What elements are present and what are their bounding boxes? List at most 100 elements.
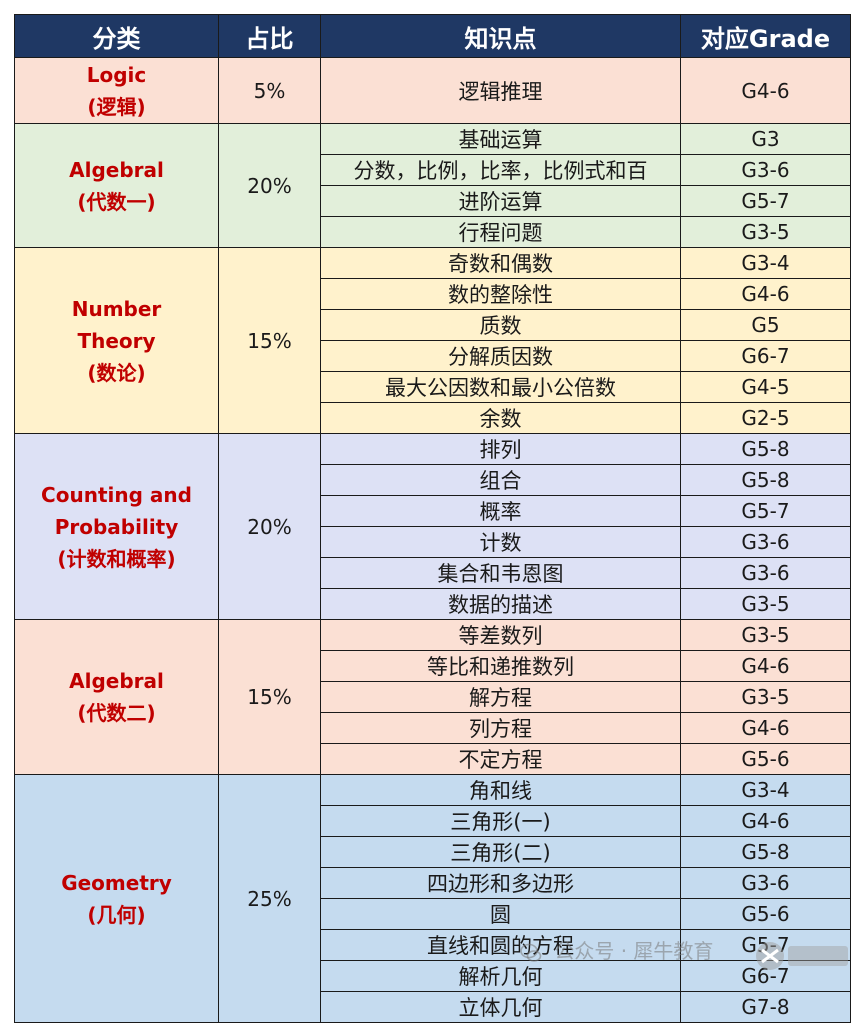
grade-cell: G4-5 <box>680 371 851 403</box>
category-name-en: Logic <box>86 62 147 87</box>
topic-cell: 行程问题 <box>320 216 681 248</box>
topic-cell: 计数 <box>320 526 681 558</box>
category-name-en-line1: Counting and <box>41 482 192 507</box>
table-row: Algebral (代数一) 20% 基础运算 G3 <box>14 123 851 248</box>
grade-cell: G5-6 <box>680 743 851 775</box>
topic-cell: 列方程 <box>320 712 681 744</box>
table-row: Geometry (几何) 25% 角和线 G3-4 <box>14 774 851 1023</box>
grade-cell: G5-7 <box>680 495 851 527</box>
category-name-cn: (代数一) <box>77 189 156 214</box>
grade-cell: G3-5 <box>680 619 851 651</box>
share-cell: 25% <box>218 774 321 1023</box>
topic-cell: 等差数列 <box>320 619 681 651</box>
topic-cell: 逻辑推理 <box>320 57 681 124</box>
category-cell-counting-probability: Counting and Probability (计数和概率) <box>14 433 219 620</box>
category-cell-number-theory: Number Theory (数论) <box>14 247 219 434</box>
header-category: 分类 <box>14 14 219 58</box>
category-name-en-line1: Number <box>71 296 162 321</box>
grade-cell: G5-8 <box>680 464 851 496</box>
share-cell: 20% <box>218 123 321 248</box>
grade-cell: G7-8 <box>680 991 851 1023</box>
table-row: 行程问题 G3-5 <box>14 216 851 248</box>
topic-cell: 圆 <box>320 898 681 930</box>
topic-cell: 排列 <box>320 433 681 465</box>
share-cell: 15% <box>218 619 321 775</box>
category-name-cn: (几何) <box>87 902 146 927</box>
topic-cell: 分数，比例，比率，比例式和百 <box>320 154 681 186</box>
category-name-cn: (代数二) <box>77 701 156 725</box>
header-share: 占比 <box>218 14 321 58</box>
category-name-cn: (逻辑) <box>87 94 146 119</box>
grade-cell: G5-6 <box>680 898 851 930</box>
category-cell-algebra-2: Algebral (代数二) <box>14 619 219 775</box>
grade-cell: G5-8 <box>680 836 851 868</box>
watermark-text: 公众号 · 犀牛教育 <box>554 939 714 963</box>
share-cell: 5% <box>218 57 321 124</box>
category-cell-logic: Logic (逻辑) <box>14 57 219 124</box>
grade-cell: G4-6 <box>680 57 851 124</box>
topic-cell: 等比和递推数列 <box>320 650 681 682</box>
topic-cell: 质数 <box>320 309 681 341</box>
category-cell-algebra-1: Algebral (代数一) <box>14 123 219 248</box>
topic-cell: 立体几何 <box>320 991 681 1023</box>
topic-cell: 三角形(一) <box>320 805 681 837</box>
topic-cell: 三角形(二) <box>320 836 681 868</box>
topic-cell: 基础运算 <box>320 123 681 155</box>
header-grade: 对应Grade <box>680 14 851 58</box>
grade-cell: G3-6 <box>680 867 851 899</box>
share-cell: 20% <box>218 433 321 620</box>
grade-cell: G3-6 <box>680 154 851 186</box>
topic-cell: 集合和韦恩图 <box>320 557 681 589</box>
table-row: Logic (逻辑) 5% 逻辑推理 G4-6 <box>14 57 851 124</box>
grade-cell: G5-8 <box>680 433 851 465</box>
grade-cell: G4-6 <box>680 712 851 744</box>
grade-cell: G6-7 <box>680 340 851 372</box>
grade-cell: G5 <box>680 309 851 341</box>
topic-cell: 解方程 <box>320 681 681 713</box>
category-name-en-line2: Theory <box>77 328 156 353</box>
category-cell-geometry: Geometry (几何) <box>14 774 219 1023</box>
grade-cell: G3-6 <box>680 557 851 589</box>
table-row: Number Theory (数论) 15% 奇数和偶数 G3-4 <box>14 247 851 434</box>
topic-cell: 最大公因数和最小公倍数 <box>320 371 681 403</box>
category-name-en-line2: Probability <box>54 514 179 539</box>
grade-cell: G3-5 <box>680 588 851 620</box>
curriculum-table: 分类 占比 知识点 对应Grade Logic (逻辑) 5% 逻辑推理 G4-… <box>14 14 851 1023</box>
curriculum-table-container: 分类 占比 知识点 对应Grade Logic (逻辑) 5% 逻辑推理 G4-… <box>14 14 851 1023</box>
table-row: 余数 G2-5 <box>14 402 851 434</box>
grade-cell: G4-6 <box>680 650 851 682</box>
table-row: 等比和递推数列 G4-6 <box>14 650 851 682</box>
grade-cell: G4-6 <box>680 278 851 310</box>
category-name-cn: (数论) <box>87 360 146 385</box>
header-row: 分类 占比 知识点 对应Grade <box>14 14 851 58</box>
grade-cell: G3-6 <box>680 526 851 558</box>
table-row: 不定方程 G5-6 <box>14 743 851 775</box>
grade-cell: G3 <box>680 123 851 155</box>
topic-cell: 奇数和偶数 <box>320 247 681 279</box>
brand-logo <box>756 942 848 970</box>
category-name-cn: (计数和概率) <box>57 546 176 571</box>
grade-cell: G3-5 <box>680 216 851 248</box>
grade-cell: G3-4 <box>680 247 851 279</box>
grade-cell: G2-5 <box>680 402 851 434</box>
topic-cell: 概率 <box>320 495 681 527</box>
share-cell: 15% <box>218 247 321 434</box>
grade-cell: G5-7 <box>680 185 851 217</box>
topic-cell: 分解质因数 <box>320 340 681 372</box>
category-name-en: Algebral <box>69 669 164 693</box>
topic-cell: 解析几何 <box>320 960 681 992</box>
topic-cell: 组合 <box>320 464 681 496</box>
topic-cell: 四边形和多边形 <box>320 867 681 899</box>
category-name-en: Geometry <box>61 870 172 895</box>
topic-cell: 余数 <box>320 402 681 434</box>
wechat-icon <box>520 943 542 962</box>
grade-cell: G3-4 <box>680 774 851 806</box>
table-row: Counting and Probability (计数和概率) 20% 排列 … <box>14 433 851 620</box>
category-name-en: Algebral <box>69 157 164 182</box>
table-row: Algebral (代数二) 15% 等差数列 G3-5 <box>14 619 851 775</box>
topic-cell: 进阶运算 <box>320 185 681 217</box>
header-topic: 知识点 <box>320 14 681 58</box>
watermark: 公众号 · 犀牛教育 <box>520 935 713 964</box>
topic-cell: 角和线 <box>320 774 681 806</box>
grade-cell: G4-6 <box>680 805 851 837</box>
